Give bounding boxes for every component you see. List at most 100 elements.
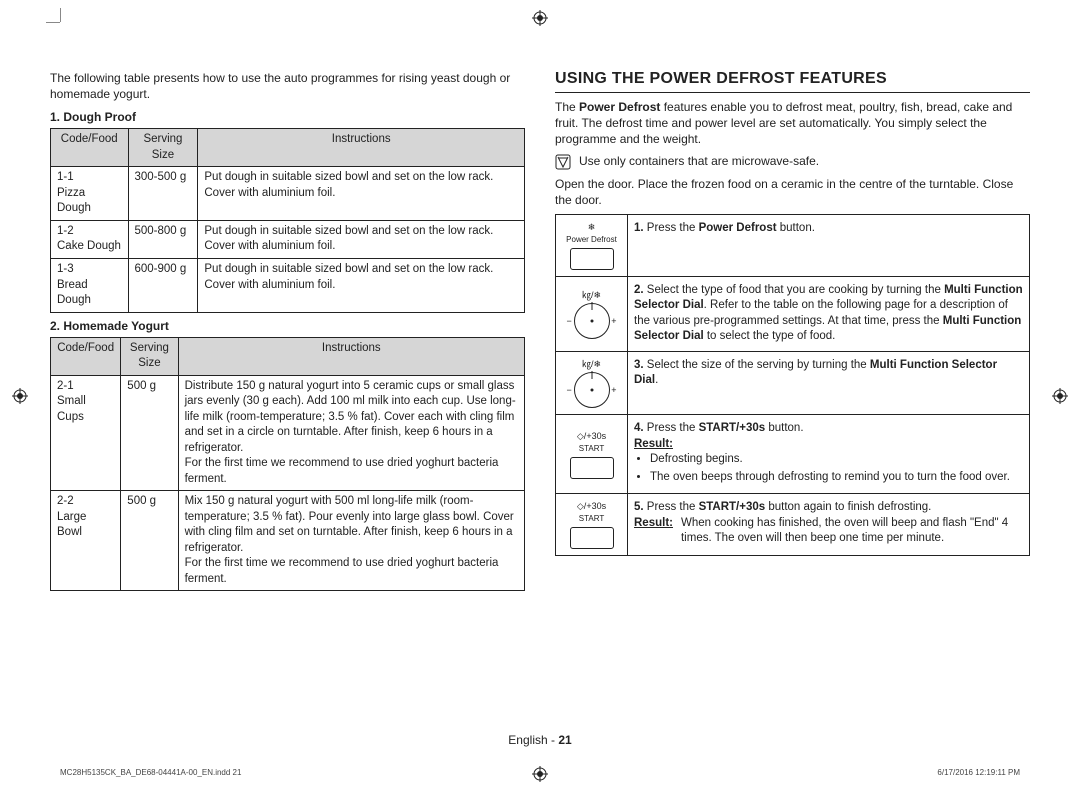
- step-text: 2. Select the type of food that you are …: [628, 276, 1030, 351]
- step-icon-cell: ◇/+30s START: [556, 415, 628, 494]
- page-number: 21: [558, 733, 571, 747]
- cell: Mix 150 g natural yogurt with 500 ml lon…: [178, 491, 524, 591]
- text: Press the: [647, 222, 699, 234]
- cell: 300-500 g: [128, 167, 198, 221]
- button-outline-icon: [570, 527, 614, 549]
- step-row: ◇/+30s START 5. Press the START/+30s but…: [556, 494, 1030, 556]
- bold-term: START/+30s: [699, 422, 766, 434]
- text: button.: [777, 222, 815, 234]
- cell: 2-2 Large Bowl: [51, 491, 121, 591]
- step-number: 1.: [634, 222, 644, 234]
- crop-mark: [60, 8, 61, 22]
- dial-icon: −+: [574, 372, 610, 408]
- icon-label: START: [562, 514, 621, 525]
- step-icon-cell: ❄ Power Defrost: [556, 214, 628, 276]
- crop-mark: [46, 22, 60, 23]
- defrost-intro: The Power Defrost features enable you to…: [555, 99, 1030, 148]
- col-header: Code/Food: [51, 129, 129, 167]
- step-number: 3.: [634, 359, 644, 371]
- registration-mark-icon: [12, 388, 28, 404]
- cell: 1-3 Bread Dough: [51, 258, 129, 312]
- note-row: Use only containers that are microwave-s…: [555, 154, 1030, 170]
- table-row: 2-2 Large Bowl500 gMix 150 g natural yog…: [51, 491, 525, 591]
- bold-term: Power Defrost: [699, 222, 777, 234]
- result-label: Result:: [634, 516, 673, 547]
- text: to select the type of food.: [704, 330, 836, 342]
- cell: 1-2 Cake Dough: [51, 220, 129, 258]
- step-row: ㎏/❄ −+ 2. Select the type of food that y…: [556, 276, 1030, 351]
- dough-proof-table: Code/Food Serving Size Instructions 1-1 …: [50, 128, 525, 312]
- col-header: Serving Size: [128, 129, 198, 167]
- icon-label: Power Defrost: [562, 235, 621, 246]
- dial-icon: −+: [574, 303, 610, 339]
- list-item: The oven beeps through defrosting to rem…: [650, 470, 1023, 486]
- cell: Distribute 150 g natural yogurt into 5 c…: [178, 375, 524, 491]
- intro-text: The following table presents how to use …: [50, 70, 525, 102]
- start-symbol: ◇/+30s: [577, 431, 606, 441]
- page-columns: The following table presents how to use …: [50, 70, 1030, 591]
- text: Press the: [647, 501, 699, 513]
- table-row: 1-3 Bread Dough600-900 gPut dough in sui…: [51, 258, 525, 312]
- bold-term: START/+30s: [699, 501, 766, 513]
- list-item: Defrosting begins.: [650, 452, 1023, 468]
- note-text: Use only containers that are microwave-s…: [579, 154, 819, 168]
- table-row: 2-1 Small Cups500 gDistribute 150 g natu…: [51, 375, 525, 491]
- col-header: Instructions: [198, 129, 525, 167]
- text: Select the size of the serving by turnin…: [647, 359, 870, 371]
- text: Press the: [647, 422, 699, 434]
- table-row: 1-1 Pizza Dough300-500 gPut dough in sui…: [51, 167, 525, 221]
- step-row: ㎏/❄ −+ 3. Select the size of the serving…: [556, 351, 1030, 414]
- col-header: Code/Food: [51, 337, 121, 375]
- step-icon-cell: ◇/+30s START: [556, 494, 628, 556]
- page-footer-left: MC28H5135CK_BA_DE68-04441A-00_EN.indd 21: [60, 768, 241, 777]
- footer-lang: English -: [508, 733, 558, 747]
- yogurt-table: Code/Food Serving Size Instructions 2-1 …: [50, 337, 525, 592]
- text: Select the type of food that you are coo…: [647, 284, 944, 296]
- text: The: [555, 100, 579, 114]
- table-header-row: Code/Food Serving Size Instructions: [51, 337, 525, 375]
- bold-term: Power Defrost: [579, 100, 660, 114]
- section-heading: USING THE POWER DEFROST FEATURES: [555, 70, 1030, 88]
- cell: Put dough in suitable sized bowl and set…: [198, 167, 525, 221]
- section-rule: [555, 92, 1030, 93]
- cell: 2-1 Small Cups: [51, 375, 121, 491]
- result-list: Defrosting begins. The oven beeps throug…: [634, 452, 1023, 485]
- icon-label: START: [562, 444, 621, 455]
- start-symbol: ◇/+30s: [577, 501, 606, 511]
- step-row: ◇/+30s START 4. Press the START/+30s but…: [556, 415, 1030, 494]
- text: .: [655, 374, 658, 386]
- cell: Put dough in suitable sized bowl and set…: [198, 258, 525, 312]
- step-number: 5.: [634, 501, 644, 513]
- cell: 500 g: [121, 491, 178, 591]
- result-text: When cooking has finished, the oven will…: [681, 516, 1023, 547]
- table2-caption: 2. Homemade Yogurt: [50, 319, 525, 333]
- step-icon-cell: ㎏/❄ −+: [556, 276, 628, 351]
- note-icon: [555, 154, 571, 170]
- table1-caption: 1. Dough Proof: [50, 110, 525, 124]
- defrost-steps-table: ❄ Power Defrost 1. Press the Power Defro…: [555, 214, 1030, 556]
- result-row: Result: When cooking has finished, the o…: [634, 516, 1023, 547]
- left-column: The following table presents how to use …: [50, 70, 525, 591]
- table-row: 1-2 Cake Dough500-800 gPut dough in suit…: [51, 220, 525, 258]
- dial-label: ㎏/❄: [582, 290, 601, 300]
- step-text: 3. Select the size of the serving by tur…: [628, 351, 1030, 414]
- step-text: 4. Press the START/+30s button. Result: …: [628, 415, 1030, 494]
- text: button again to finish defrosting.: [765, 501, 931, 513]
- text: button.: [765, 422, 803, 434]
- button-outline-icon: [570, 457, 614, 479]
- cell: 600-900 g: [128, 258, 198, 312]
- cell: 500-800 g: [128, 220, 198, 258]
- table-header-row: Code/Food Serving Size Instructions: [51, 129, 525, 167]
- step-row: ❄ Power Defrost 1. Press the Power Defro…: [556, 214, 1030, 276]
- step-number: 2.: [634, 284, 644, 296]
- registration-mark-icon: [532, 766, 548, 782]
- col-header: Serving Size: [121, 337, 178, 375]
- snowflake-icon: ❄: [588, 222, 596, 232]
- registration-mark-icon: [532, 10, 548, 26]
- result-label: Result:: [634, 438, 673, 450]
- col-header: Instructions: [178, 337, 524, 375]
- cell: 500 g: [121, 375, 178, 491]
- right-column: USING THE POWER DEFROST FEATURES The Pow…: [555, 70, 1030, 591]
- step-number: 4.: [634, 422, 644, 434]
- step-text: 1. Press the Power Defrost button.: [628, 214, 1030, 276]
